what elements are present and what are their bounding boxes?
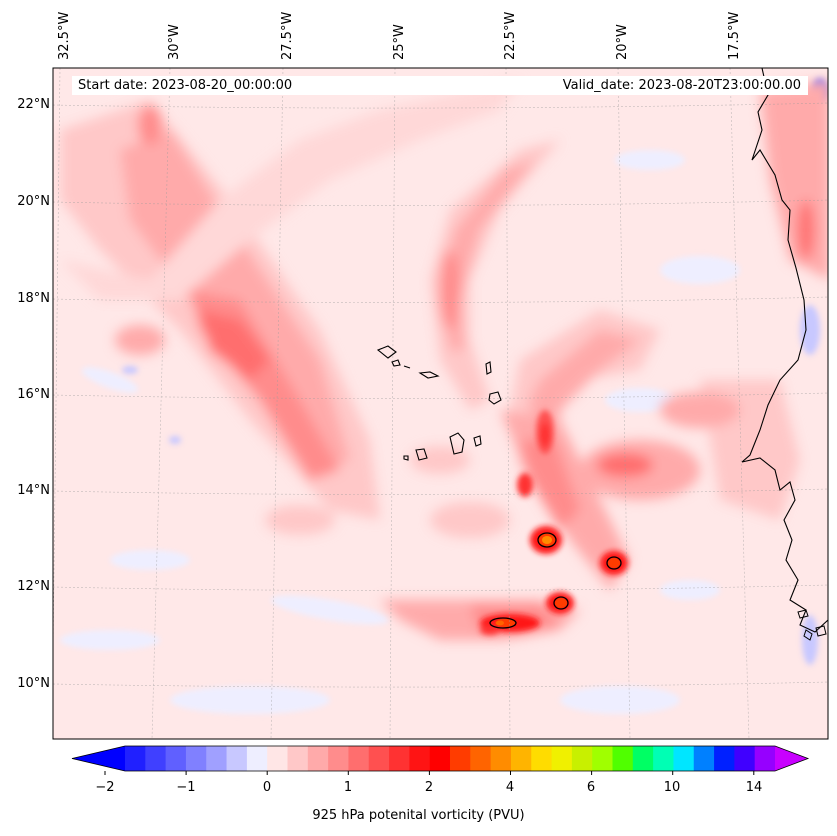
pv-cores: [480, 410, 628, 635]
colorbar-cell: [267, 746, 288, 771]
colorbar-cell: [368, 746, 390, 771]
lon-label-22-5w: 22.5°W: [503, 11, 518, 60]
colorbar-cell: [510, 746, 532, 771]
lon-label-17-5w: 17.5°W: [727, 11, 742, 60]
lon-label-27-5w: 27.5°W: [280, 11, 295, 60]
colorbar-title: 925 hPa potenital vorticity (PVU): [312, 808, 525, 823]
colorbar-cell: [531, 746, 553, 771]
colorbar-cell: [653, 746, 674, 771]
lat-label-12n: 12°N: [17, 579, 50, 594]
colorbar-cell: [612, 746, 634, 771]
valid-date-label: Valid_date: 2023-08-20T23:00:00.00: [562, 78, 801, 93]
colorbar-cell: [206, 746, 228, 771]
pv-extreme-cores: [495, 533, 620, 627]
colorbar-extend-min: [72, 746, 125, 771]
africa-islands: [797, 609, 827, 641]
lat-label-20n: 20°N: [17, 194, 50, 209]
colorbar-cell: [328, 746, 349, 771]
colorbar-ticks: [104, 771, 755, 775]
map-frame: [52, 67, 829, 740]
pv-bands: [60, 80, 828, 640]
colorbar-cell: [470, 746, 492, 771]
colorbar-label: 2: [424, 780, 434, 795]
colorbar-label: 6: [586, 780, 596, 795]
pv-contours: [489, 532, 622, 629]
colorbar-cell: [125, 746, 146, 771]
colorbar-cell: [246, 746, 268, 771]
lon-label-32-5w: 32.5°W: [57, 11, 72, 60]
colorbar-cell: [307, 746, 329, 771]
lat-label-18n: 18°N: [17, 291, 50, 306]
colorbar-cell: [734, 746, 756, 771]
colorbar-extend-max: [775, 746, 808, 771]
lon-label-20w: 20°W: [615, 24, 630, 60]
colorbar-cell: [714, 746, 735, 771]
cabo-verde-islands: [376, 345, 502, 461]
lat-label-16n: 16°N: [17, 387, 50, 402]
colorbar-cell: [226, 746, 248, 771]
colorbar-cell: [571, 746, 593, 771]
colorbar-label: −1: [176, 780, 196, 795]
colorbar-cell: [693, 746, 715, 771]
colorbar-cell: [673, 746, 695, 771]
colorbar-cell: [348, 746, 370, 771]
colorbar-cell: [754, 746, 776, 771]
colorbar-label: 0: [262, 780, 272, 795]
africa-coastline: [741, 68, 828, 633]
colorbar-label: −2: [95, 780, 115, 795]
colorbar-cell: [409, 746, 431, 771]
lon-label-30w: 30°W: [167, 24, 182, 60]
start-date-label: Start date: 2023-08-20_00:00:00: [78, 78, 293, 93]
colorbar-cell: [450, 746, 471, 771]
colorbar-cell: [389, 746, 410, 771]
colorbar: [71, 745, 810, 772]
colorbar-cell: [551, 746, 573, 771]
colorbar-label: 14: [745, 780, 763, 795]
pv-field: [53, 68, 828, 739]
colorbar-label: 10: [663, 780, 681, 795]
colorbar-label: 4: [505, 780, 515, 795]
colorbar-cell: [632, 746, 654, 771]
lat-label-14n: 14°N: [17, 483, 50, 498]
lat-label-10n: 10°N: [17, 676, 50, 691]
colorbar-cell: [185, 746, 207, 771]
colorbar-cell: [145, 746, 167, 771]
colorbar-cell: [592, 746, 613, 771]
colorbar-cell: [490, 746, 512, 771]
graticule: [53, 68, 828, 739]
lat-label-22n: 22°N: [17, 97, 50, 112]
colorbar-cell: [429, 746, 451, 771]
colorbar-cell: [287, 746, 309, 771]
lon-label-25w: 25°W: [392, 24, 407, 60]
colorbar-label: 1: [343, 780, 353, 795]
colorbar-outline: [71, 745, 810, 772]
date-header: Start date: 2023-08-20_00:00:00 Valid_da…: [72, 76, 808, 95]
colorbar-cell: [165, 746, 187, 771]
